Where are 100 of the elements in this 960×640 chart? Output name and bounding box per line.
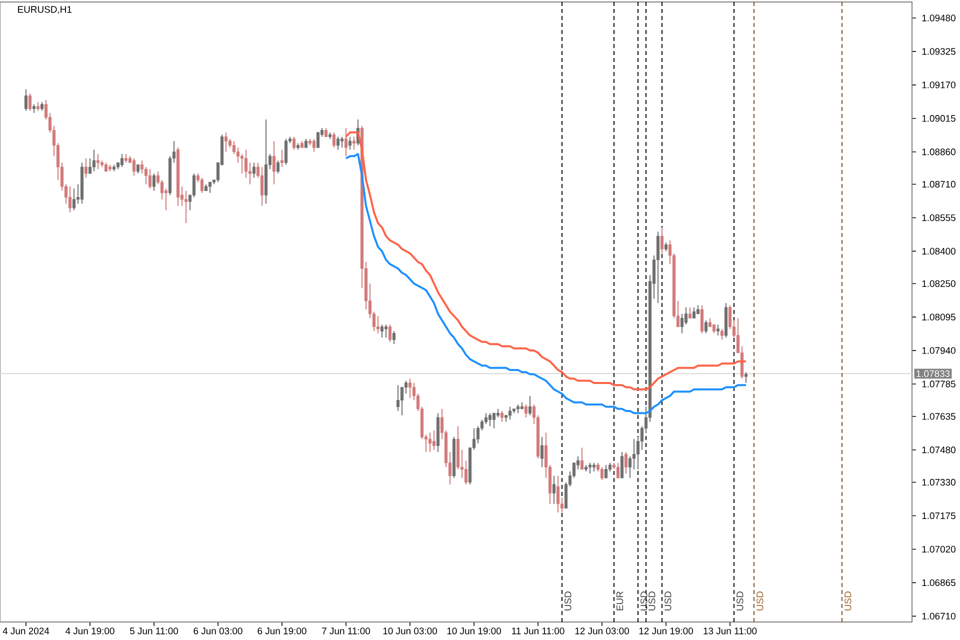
candlestick [336, 136, 340, 150]
y-tick-label: 1.09325 [922, 48, 956, 55]
candlestick [292, 136, 296, 150]
y-tick-label: 1.08095 [922, 314, 956, 320]
candlestick [616, 462, 620, 478]
candlestick [524, 404, 528, 418]
annotation: USD [756, 592, 764, 610]
y-tick-label: 1.07020 [922, 546, 956, 553]
y-tick-label: 1.06710 [922, 612, 956, 620]
x-tick-label: 13 Jun 11:00 [704, 628, 757, 634]
candlestick [488, 412, 492, 427]
candlestick [396, 384, 400, 412]
y-tick-label: 1.07480 [922, 446, 956, 454]
candlestick [684, 306, 688, 326]
candlestick [236, 147, 240, 164]
candlestick [160, 179, 164, 200]
candlestick [148, 168, 152, 190]
y-tick-label: 1.09015 [922, 115, 956, 122]
candlestick [232, 140, 236, 155]
candlestick [384, 324, 388, 338]
candlestick [68, 186, 72, 213]
x-tick-label: 4 Jun 2024 [2, 628, 50, 634]
y-tick-label: 1.07940 [922, 347, 956, 354]
candlestick [508, 406, 512, 420]
candlestick [388, 324, 392, 342]
candlestick [556, 475, 560, 514]
y-tick-label: 1.08860 [922, 148, 956, 156]
y-tick-label: 1.07175 [922, 512, 956, 520]
annotation: USD [564, 592, 572, 610]
candlestick [700, 304, 704, 334]
x-tick-label: 10 Jun 03:00 [383, 628, 437, 634]
candlestick [260, 166, 264, 206]
x-tick-label: 4 Jun 19:00 [65, 628, 114, 634]
x-tick-label: 6 Jun 03:00 [194, 628, 242, 634]
candlestick [484, 412, 488, 424]
candlestick [284, 138, 288, 166]
candlestick [92, 149, 96, 172]
candlestick [720, 328, 724, 340]
candlestick [316, 132, 320, 148]
y-tick-label: 1.09170 [922, 82, 956, 88]
y-tick-label: 1.07330 [922, 478, 956, 486]
candlestick [224, 132, 228, 152]
x-tick-label: 11 Jun 11:00 [512, 628, 564, 634]
x-tick-label: 6 Jun 19:00 [258, 628, 306, 634]
candlestick [376, 315, 380, 334]
candlestick [552, 475, 556, 504]
candlestick [240, 154, 244, 174]
candlestick [344, 128, 348, 157]
annotation: USD [736, 592, 744, 610]
candlestick [600, 466, 604, 481]
candlestick [540, 436, 544, 468]
candlestick [408, 378, 412, 399]
y-tick-label: 1.06865 [922, 579, 956, 586]
candlestick [140, 160, 144, 174]
y-tick-label: 1.09480 [922, 14, 956, 22]
candlestick [476, 426, 480, 444]
candlestick [628, 456, 632, 478]
candlestick [244, 149, 248, 178]
candlestick [704, 320, 708, 334]
candlestick [272, 140, 276, 185]
candlestick [252, 162, 256, 178]
candlestick [632, 438, 636, 470]
x-tick-label: 12 Jun 03:00 [575, 628, 629, 634]
candlestick [280, 149, 284, 168]
candlestick [660, 226, 664, 254]
candlestick [688, 306, 692, 319]
candlestick [276, 160, 280, 174]
candlestick [340, 136, 344, 148]
candlestick [120, 154, 124, 168]
y-tick-label: 1.08250 [922, 280, 956, 287]
candlestick [680, 313, 684, 334]
candlestick [528, 395, 532, 416]
x-tick-label: 10 Jun 19:00 [447, 628, 501, 634]
candlestick [184, 190, 188, 224]
y-tick-label: 1.07635 [922, 413, 956, 420]
candlestick [144, 166, 148, 185]
annotation: EUR [616, 592, 624, 610]
candlestick [620, 452, 624, 478]
candlestick [200, 177, 204, 194]
candlestick [604, 464, 608, 478]
annotation: USD [664, 592, 672, 610]
x-tick-label: 7 Jun 11:00 [322, 628, 370, 634]
candlestick [208, 182, 212, 194]
candlestick [72, 188, 76, 211]
chart-title: EURUSD,H1 [18, 6, 72, 14]
candlestick [380, 324, 384, 338]
candlestick [428, 432, 432, 453]
y-tick-label: 1.08710 [922, 180, 956, 188]
candlestick [132, 158, 136, 176]
candlestick [716, 324, 720, 336]
candlestick [400, 386, 404, 416]
candlestick [248, 162, 252, 185]
ref-line-label: 1.07833 [916, 370, 950, 377]
candlestick [152, 172, 156, 192]
candlestick [24, 88, 28, 112]
candlestick [352, 136, 356, 150]
candlestick [492, 412, 496, 429]
y-tick-label: 1.08400 [922, 248, 956, 255]
annotation: USD [844, 592, 852, 610]
candlestick [624, 452, 628, 474]
